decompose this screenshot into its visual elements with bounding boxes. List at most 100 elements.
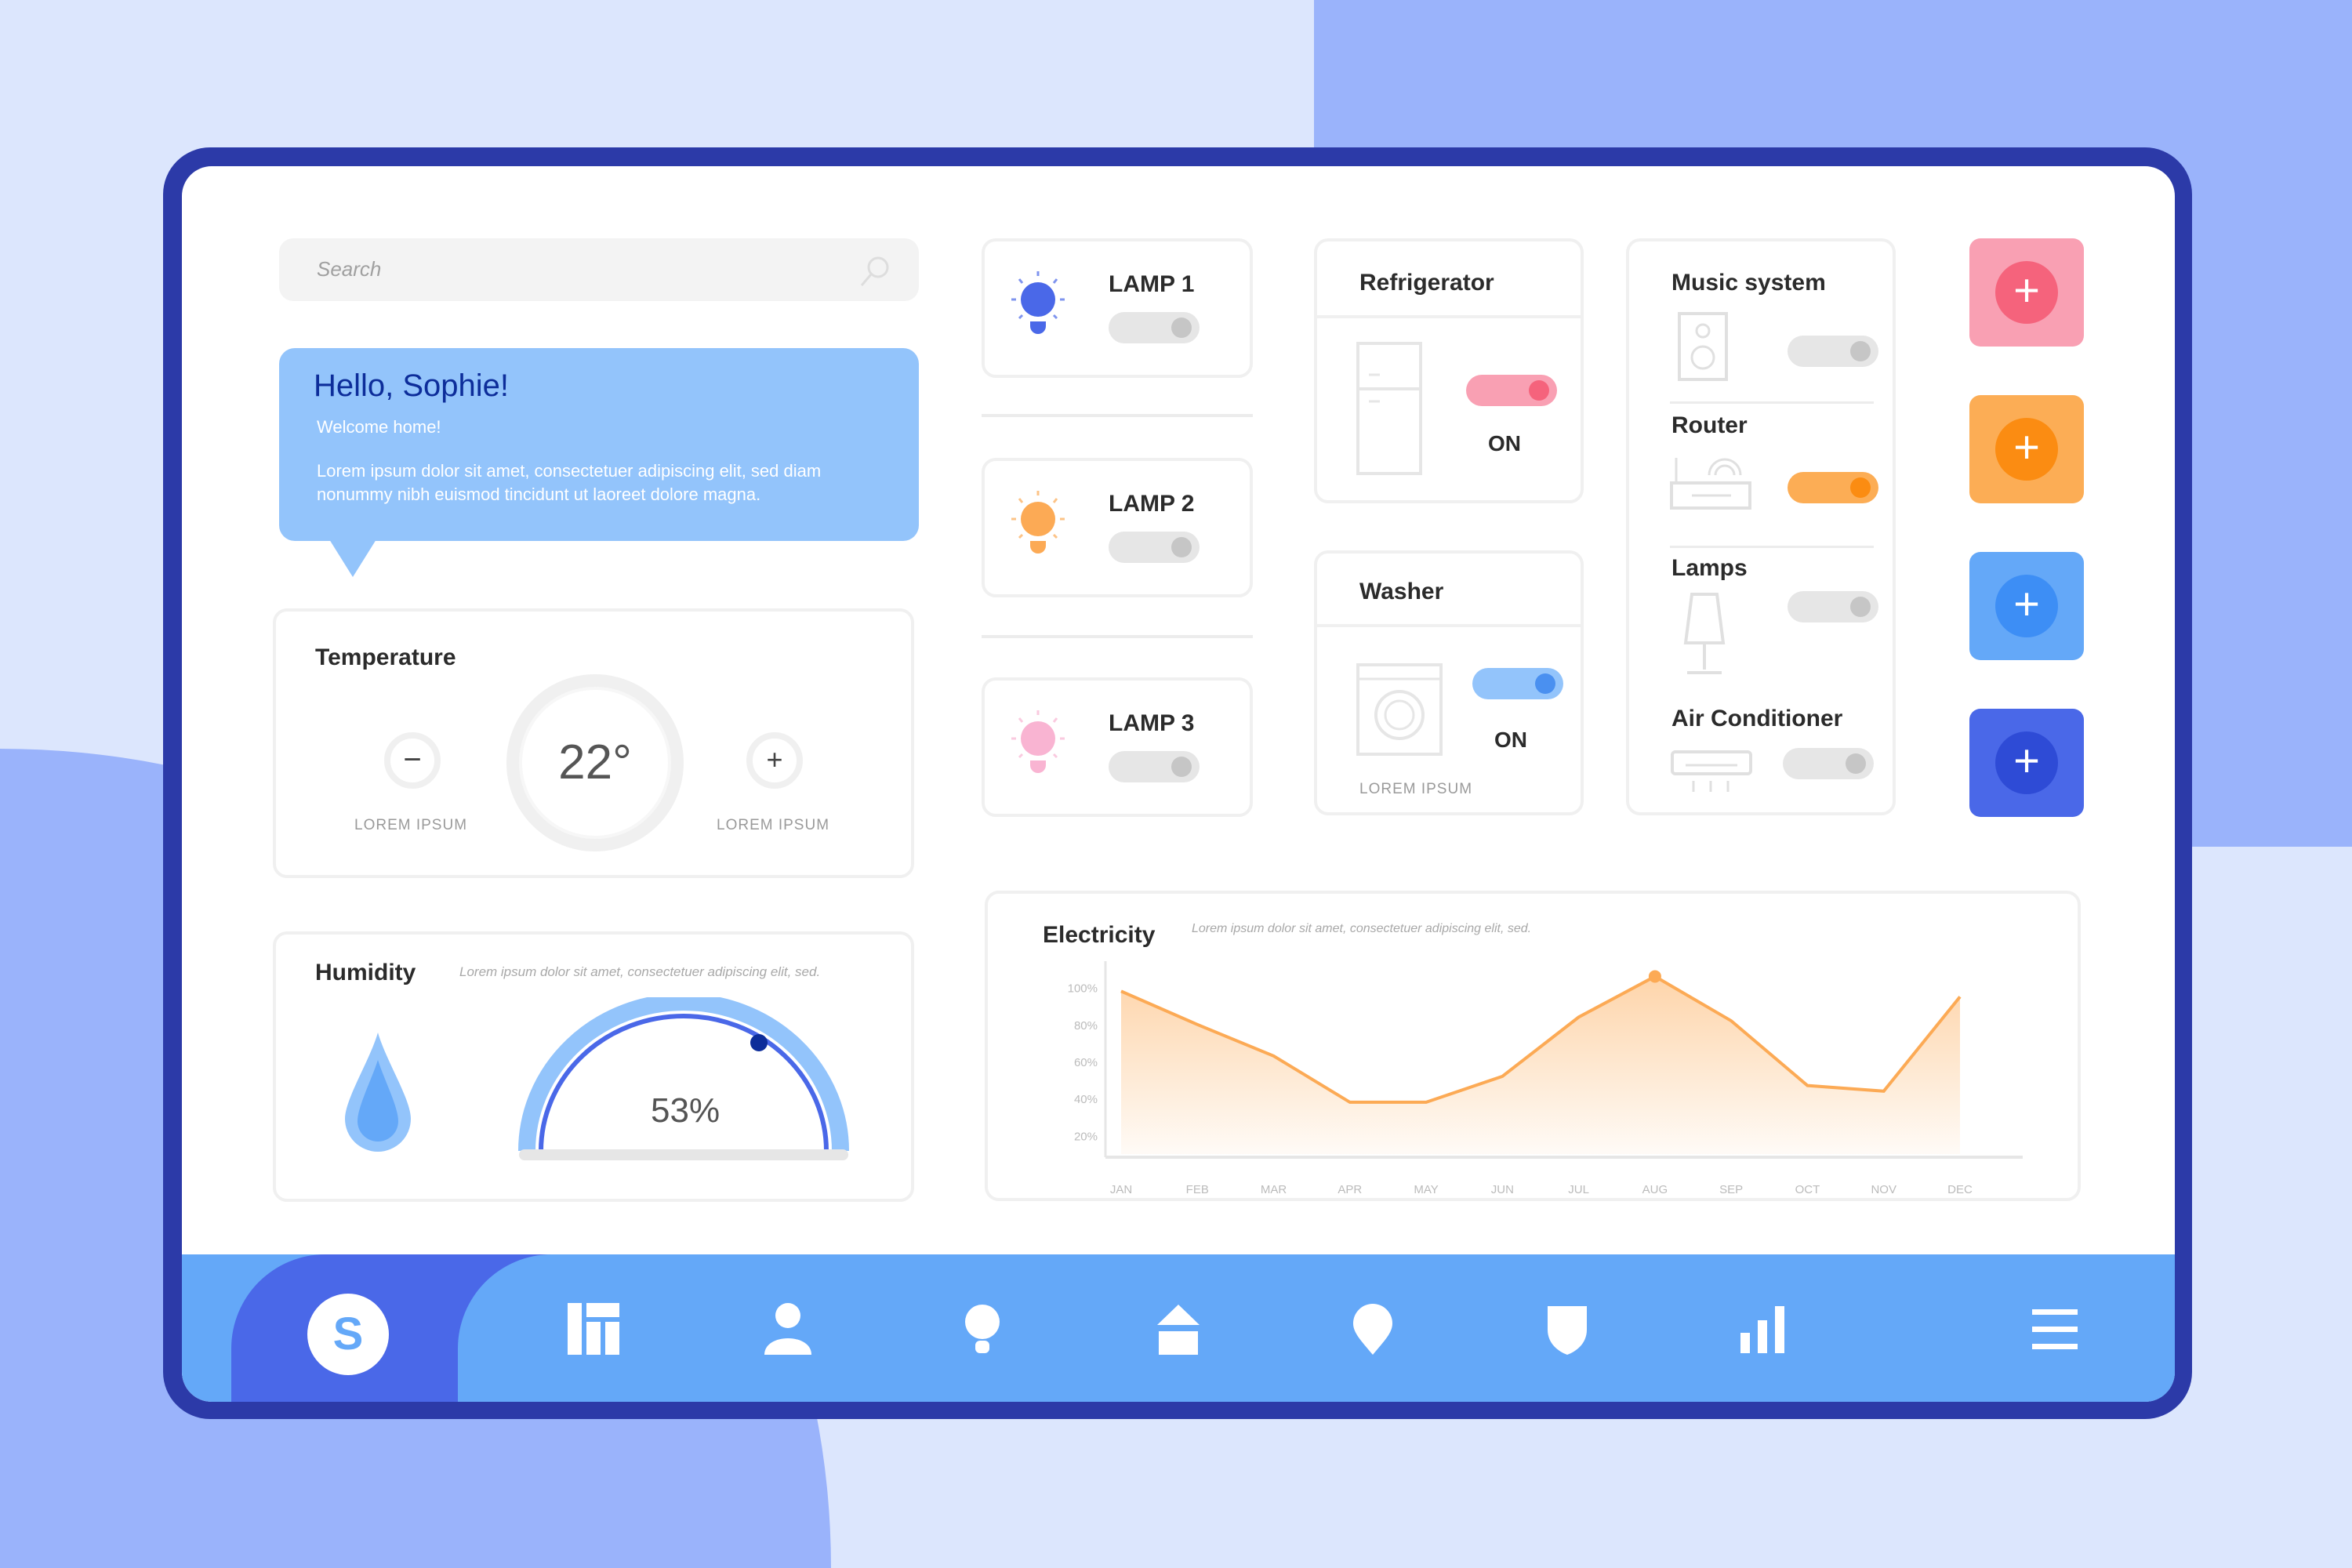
bubble-tail: [329, 539, 376, 577]
y-tick-label: 100%: [1068, 982, 1098, 996]
refrigerator-toggle[interactable]: [1466, 375, 1557, 406]
dashboard-icon[interactable]: [566, 1301, 621, 1356]
water-drop-icon: [345, 1033, 411, 1152]
refrigerator-status: ON: [1488, 431, 1521, 456]
washer-status: ON: [1494, 728, 1527, 752]
greeting-bubble: Hello, Sophie! Welcome home! Lorem ipsum…: [279, 348, 919, 541]
divider: [1670, 546, 1874, 548]
series-line: [1120, 975, 1962, 1104]
device-label-music: Music system: [1671, 270, 1826, 296]
shield-icon[interactable]: [1540, 1301, 1595, 1356]
x-tick-label: MAR: [1261, 1183, 1287, 1196]
humidity-card: Humidity Lorem ipsum dolor sit amet, con…: [273, 931, 914, 1202]
plus-icon: +: [1995, 418, 2058, 481]
area-fill: [1121, 976, 1960, 1154]
washer-title: Washer: [1359, 579, 1444, 604]
add-button[interactable]: +: [1969, 552, 2084, 660]
divider: [982, 635, 1253, 638]
user-icon[interactable]: [760, 1301, 815, 1356]
device-label-ac: Air Conditioner: [1671, 706, 1843, 731]
temperature-card: Temperature − LOREM IPSUM 22° + LOREM IP…: [273, 608, 914, 878]
divider: [982, 414, 1253, 417]
x-tick-label: MAY: [1414, 1183, 1438, 1196]
bulb-icon[interactable]: [955, 1301, 1010, 1356]
humidity-value: 53%: [651, 1091, 720, 1130]
router-toggle[interactable]: [1788, 472, 1878, 503]
home-icon[interactable]: [1151, 1301, 1206, 1356]
x-tick-label: JAN: [1110, 1183, 1132, 1196]
lamp-toggle[interactable]: [1109, 751, 1200, 782]
y-tick-label: 60%: [1074, 1056, 1098, 1069]
refrigerator-title: Refrigerator: [1359, 270, 1494, 296]
electricity-description: Lorem ipsum dolor sit amet, consectetuer…: [1192, 922, 1532, 935]
divider: [1317, 315, 1581, 318]
floor-lamp-icon: [1683, 593, 1726, 674]
decrease-button[interactable]: −: [384, 732, 441, 789]
humidity-title: Humidity: [315, 960, 416, 985]
menu-icon[interactable]: [2029, 1301, 2084, 1356]
x-tick-label: JUN: [1491, 1183, 1514, 1196]
chart-icon[interactable]: [1736, 1301, 1791, 1356]
search-input[interactable]: Search: [317, 257, 382, 281]
x-tick-label: NOV: [1871, 1183, 1896, 1196]
lamp-toggle[interactable]: [1109, 312, 1200, 343]
plus-icon: +: [1995, 575, 2058, 637]
lamp-label: LAMP 2: [1109, 491, 1195, 517]
washer-card: Washer ON LOREM IPSUM: [1314, 550, 1584, 815]
y-tick-label: 20%: [1074, 1130, 1098, 1143]
greeting-body: Lorem ipsum dolor sit amet, consectetuer…: [317, 461, 822, 504]
devices-card: Music system Router Lamps Air Conditione…: [1626, 238, 1896, 815]
x-tick-label: FEB: [1186, 1183, 1209, 1196]
washer-footer: LOREM IPSUM: [1359, 781, 1473, 797]
data-point: [1648, 970, 1661, 983]
lamp-bulb-icon: [1011, 271, 1065, 334]
lamp-label: LAMP 1: [1109, 271, 1195, 297]
increase-label: LOREM IPSUM: [717, 817, 830, 833]
lamp-label: LAMP 3: [1109, 710, 1195, 736]
humidity-description: Lorem ipsum dolor sit amet, consectetuer…: [459, 964, 821, 979]
increase-button[interactable]: +: [746, 732, 803, 789]
electricity-chart: 100% 80% 60% 40% 20% JAN FEB MAR APR MAY JUN JUL AUG…: [1068, 961, 2023, 1196]
temperature-dial[interactable]: 22°: [506, 674, 684, 851]
search-bar[interactable]: Search: [279, 238, 919, 301]
x-tick-label: DEC: [1947, 1183, 1973, 1196]
device-label-router: Router: [1671, 412, 1748, 438]
air-conditioner-icon: [1671, 750, 1752, 792]
add-button[interactable]: +: [1969, 709, 2084, 817]
add-button[interactable]: +: [1969, 238, 2084, 347]
location-icon[interactable]: [1345, 1301, 1400, 1356]
lamp-bulb-icon: [1011, 491, 1065, 554]
temperature-title: Temperature: [315, 644, 456, 670]
electricity-card: Electricity Lorem ipsum dolor sit amet, …: [985, 891, 2081, 1201]
search-icon[interactable]: [858, 254, 892, 289]
avatar[interactable]: S: [307, 1294, 389, 1375]
washer-toggle[interactable]: [1472, 668, 1563, 699]
greeting-title: Hello, Sophie!: [314, 368, 510, 403]
y-tick-label: 40%: [1074, 1093, 1098, 1106]
divider: [1317, 624, 1581, 627]
humidity-gauge[interactable]: [511, 997, 856, 1170]
device-label-lamps: Lamps: [1671, 555, 1748, 581]
lamp-card: LAMP 2: [982, 458, 1253, 597]
decrease-label: LOREM IPSUM: [354, 817, 468, 833]
x-tick-label: JUL: [1568, 1183, 1589, 1196]
washer-icon: [1356, 663, 1443, 756]
lamps-toggle[interactable]: [1788, 591, 1878, 622]
x-tick-label: AUG: [1642, 1183, 1668, 1196]
x-tick-label: OCT: [1795, 1183, 1820, 1196]
lamp-bulb-icon: [1011, 710, 1065, 773]
humidity-gauge-handle: [750, 1034, 768, 1051]
lamp-card: LAMP 3: [982, 677, 1253, 817]
plus-icon: +: [1995, 731, 2058, 794]
router-icon: [1670, 458, 1751, 510]
music-system-toggle[interactable]: [1788, 336, 1878, 367]
add-button[interactable]: +: [1969, 395, 2084, 503]
air-conditioner-toggle[interactable]: [1783, 748, 1874, 779]
nav-curve: [458, 1254, 2175, 1402]
speaker-icon: [1678, 312, 1728, 381]
electricity-title: Electricity: [1043, 922, 1156, 948]
x-tick-label: APR: [1338, 1183, 1362, 1196]
greeting-subtitle: Welcome home!: [317, 417, 441, 437]
plus-icon: +: [1995, 261, 2058, 324]
lamp-toggle[interactable]: [1109, 532, 1200, 563]
